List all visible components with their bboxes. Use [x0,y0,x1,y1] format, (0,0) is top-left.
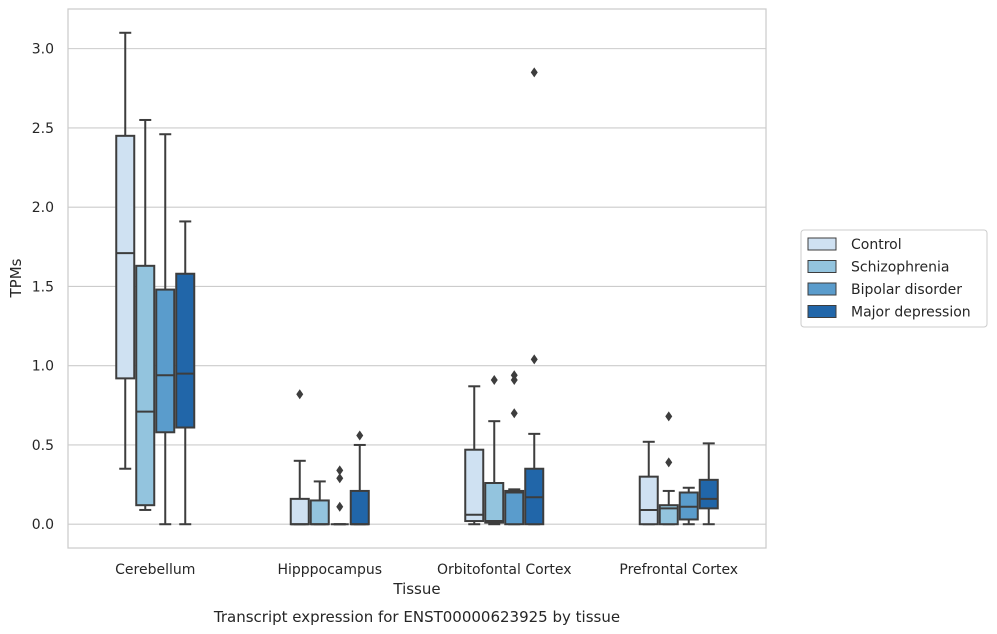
legend-item: Control [807,237,902,253]
legend-swatch [807,305,837,318]
outlier-point [356,430,364,441]
box-iqr [484,482,505,524]
legend-label: Control [851,237,902,253]
y-tick-label: 3.0 [32,42,54,58]
legend-swatch [807,260,837,273]
box-3-3 [698,442,719,526]
outlier-point [665,411,673,422]
box-iqr [289,497,310,526]
y-tick-label: 0.0 [32,517,54,533]
y-tick-label: 2.0 [32,200,54,216]
outlier-point [510,408,518,419]
x-tick-label: Prefrontal Cortex [619,562,738,578]
chart-caption: Transcript expression for ENST0000062392… [213,608,620,626]
y-tick-label: 1.0 [32,359,54,375]
box-3-1 [349,430,370,526]
legend-label: Bipolar disorder [851,282,962,298]
outlier-point [296,389,304,400]
outlier-point [336,473,344,484]
box-2-3 [678,486,699,526]
legend-swatch [807,282,837,296]
legend-item: Major depression [807,305,971,321]
box-0-3 [638,440,659,526]
box-3-0 [175,220,196,526]
box-2-2 [504,370,525,526]
outlier-point [530,67,538,78]
box-iqr [349,489,370,526]
legend-item: Bipolar disorder [807,282,962,298]
y-tick-label: 1.5 [32,279,54,295]
box-iqr [175,272,196,429]
box-iqr [638,475,659,526]
x-axis-label: Tissue [392,580,440,598]
box-0-1 [289,389,310,526]
box-0-0 [115,31,136,470]
box-iqr [504,489,525,526]
legend-item: Schizophrenia [807,260,949,276]
y-axis-ticks: 0.0 0.5 1.0 1.5 2.0 2.5 3.0 [32,42,54,534]
box-1-1 [309,480,330,526]
box-2-1 [330,465,349,526]
outlier-point [665,457,673,468]
legend-label: Major depression [851,305,971,321]
box-1-3 [658,411,679,526]
legend-frame [800,229,988,328]
outlier-point [336,501,344,512]
x-tick-label: Orbitofontal Cortex [437,562,572,578]
plot-frame [67,8,767,549]
grid-lines [68,48,766,525]
outlier-point [530,354,538,365]
y-tick-label: 0.5 [32,438,54,454]
box-iqr [698,478,719,510]
x-tick-label: Hipppocampus [277,562,382,578]
outlier-point [336,465,344,476]
y-axis-label: TPMs [7,258,25,298]
legend-swatch [807,237,837,251]
box-2-0 [155,133,176,526]
box-1-2 [484,374,505,526]
box-iqr [135,264,156,507]
legend-label: Schizophrenia [851,260,949,276]
outlier-point [510,370,518,381]
legend: Control Schizophrenia Bipolar disorder Majo… [800,229,988,328]
box-iqr [155,288,176,434]
y-tick-label: 2.5 [32,121,54,137]
x-tick-label: Cerebellum [115,562,195,578]
box-0-2 [464,385,485,526]
legend-items: Control Schizophrenia Bipolar disorder Majo… [807,237,971,321]
box-1-0 [135,118,156,511]
box-groups [115,31,719,526]
box-3-2 [524,67,545,526]
box-iqr [115,134,136,380]
x-axis-ticks: Cerebellum Hipppocampus Orbitofontal Corte… [115,562,738,578]
outlier-point [490,374,498,385]
box-iqr [464,448,485,523]
box-iqr [658,504,679,526]
box-iqr [309,499,330,526]
